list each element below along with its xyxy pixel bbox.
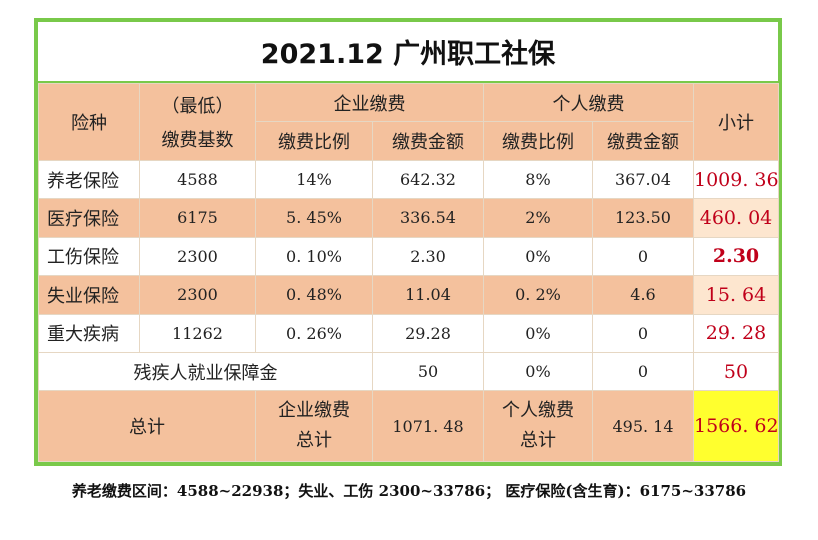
table-row: 医疗保险 6175 5. 45% 336.54 2% 123.50 460. 0… bbox=[38, 198, 779, 238]
row-base: 11262 bbox=[139, 313, 256, 353]
header-row-2: 缴费比例 缴费金额 缴费比例 缴费金额 bbox=[39, 121, 779, 161]
total-label: 总计 bbox=[38, 390, 256, 462]
row-name: 失业保险 bbox=[38, 275, 140, 315]
row-enterprise-rate: 0. 10% bbox=[255, 236, 373, 277]
row-enterprise-amount: 11.04 bbox=[372, 275, 484, 315]
header-subtotal: 小计 bbox=[693, 83, 779, 161]
header-personal-rate: 缴费比例 bbox=[483, 121, 593, 161]
header-enterprise-rate: 缴费比例 bbox=[255, 121, 373, 161]
enterprise-total-label: 企业缴费 总计 bbox=[255, 390, 373, 462]
enterprise-total-line2: 总计 bbox=[296, 430, 332, 452]
row-personal-amount: 0 bbox=[592, 236, 694, 277]
row-enterprise-rate: 5. 45% bbox=[255, 198, 373, 238]
header-row-1: 险种 （最低） 缴费基数 企业缴费 个人缴费 小计 bbox=[38, 82, 779, 161]
row-base: 2300 bbox=[139, 275, 256, 315]
row-subtotal: 29. 28 bbox=[693, 313, 779, 353]
row-subtotal: 2.30 bbox=[693, 236, 779, 277]
disability-enterprise-amount: 50 bbox=[372, 351, 484, 392]
header-enterprise: 企业缴费 bbox=[255, 82, 484, 123]
row-enterprise-amount: 336.54 bbox=[372, 198, 484, 238]
disability-personal-rate: 0% bbox=[483, 351, 593, 392]
personal-total-line1: 个人缴费 bbox=[502, 400, 574, 422]
row-name: 重大疾病 bbox=[38, 313, 140, 353]
disability-row: 残疾人就业保障金 50 0% 0 50 bbox=[38, 351, 779, 392]
row-name: 医疗保险 bbox=[38, 198, 140, 238]
table-row: 重大疾病 11262 0. 26% 29.28 0% 0 29. 28 bbox=[38, 313, 779, 353]
personal-total-value: 495. 14 bbox=[592, 390, 694, 462]
row-name: 养老保险 bbox=[38, 159, 140, 200]
header-type: 险种 bbox=[38, 83, 140, 161]
row-enterprise-amount: 642.32 bbox=[372, 159, 484, 200]
row-personal-rate: 0. 2% bbox=[483, 275, 593, 315]
row-base: 6175 bbox=[139, 198, 256, 238]
row-personal-rate: 8% bbox=[483, 159, 593, 200]
row-enterprise-amount: 29.28 bbox=[372, 313, 484, 353]
row-personal-rate: 0% bbox=[483, 236, 593, 277]
header-base: （最低） 缴费基数 bbox=[139, 83, 256, 161]
row-name: 工伤保险 bbox=[38, 236, 140, 277]
enterprise-total-line1: 企业缴费 bbox=[278, 400, 350, 422]
table-row: 失业保险 2300 0. 48% 11.04 0. 2% 4.6 15. 64 bbox=[38, 275, 779, 315]
insurance-table: 险种 （最低） 缴费基数 企业缴费 个人缴费 小计 缴费比例 缴费金额 缴费比例… bbox=[38, 82, 779, 462]
personal-total-label: 个人缴费 总计 bbox=[483, 390, 593, 462]
row-personal-amount: 0 bbox=[592, 313, 694, 353]
row-base: 4588 bbox=[139, 159, 256, 200]
disability-subtotal: 50 bbox=[693, 351, 779, 392]
row-personal-amount: 123.50 bbox=[592, 198, 694, 238]
header-base-line1: （最低） bbox=[161, 95, 234, 117]
row-enterprise-rate: 14% bbox=[255, 159, 373, 200]
row-subtotal: 460. 04 bbox=[693, 198, 779, 238]
grand-total-value: 1566. 62 bbox=[693, 390, 779, 462]
contribution-range-note: 养老缴费区间：4588~22938；失业、工伤 2300~33786； 医疗保险… bbox=[71, 482, 747, 500]
row-enterprise-rate: 0. 26% bbox=[255, 313, 373, 353]
total-row: 总计 企业缴费 总计 1071. 48 个人缴费 总计 495. 14 1566… bbox=[38, 390, 779, 462]
row-enterprise-amount: 2.30 bbox=[372, 236, 484, 277]
row-personal-rate: 2% bbox=[483, 198, 593, 238]
row-personal-amount: 4.6 bbox=[592, 275, 694, 315]
page-title: 2021.12 广州职工社保 bbox=[38, 22, 778, 83]
table-row: 工伤保险 2300 0. 10% 2.30 0% 0 2.30 bbox=[38, 236, 779, 277]
personal-total-line2: 总计 bbox=[520, 430, 556, 452]
disability-personal-amount: 0 bbox=[592, 351, 694, 392]
row-base: 2300 bbox=[139, 236, 256, 277]
row-enterprise-rate: 0. 48% bbox=[255, 275, 373, 315]
row-subtotal: 1009. 36 bbox=[693, 159, 779, 200]
row-subtotal: 15. 64 bbox=[693, 275, 779, 315]
row-personal-amount: 367.04 bbox=[592, 159, 694, 200]
header-base-line2: 缴费基数 bbox=[161, 129, 234, 151]
social-insurance-table-frame: 2021.12 广州职工社保 险种 （最低） 缴费基数 企业缴费 个人缴费 小计… bbox=[34, 18, 782, 466]
table-row: 养老保险 4588 14% 642.32 8% 367.04 1009. 36 bbox=[38, 159, 779, 200]
header-enterprise-amount: 缴费金额 bbox=[372, 121, 484, 161]
header-personal: 个人缴费 bbox=[483, 82, 694, 123]
row-personal-rate: 0% bbox=[483, 313, 593, 353]
enterprise-total-value: 1071. 48 bbox=[372, 390, 484, 462]
header-personal-amount: 缴费金额 bbox=[592, 121, 694, 161]
disability-name: 残疾人就业保障金 bbox=[38, 351, 373, 392]
